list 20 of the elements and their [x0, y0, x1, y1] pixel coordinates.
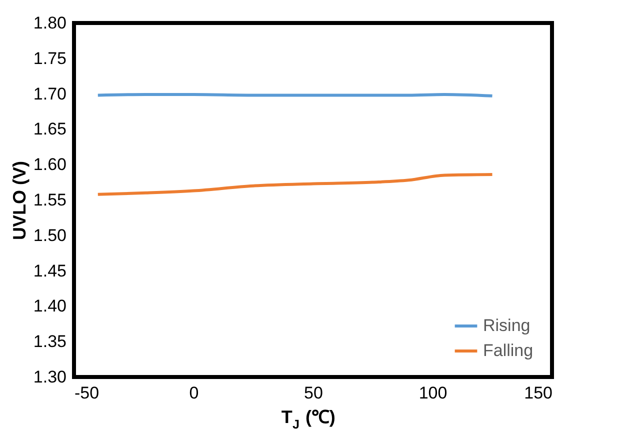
y-tick-label: 1.60 — [33, 155, 66, 174]
y-tick-label: 1.65 — [33, 120, 66, 139]
x-tick-label: 50 — [304, 384, 323, 402]
y-tick-label: 1.55 — [33, 190, 66, 210]
y-tick-label: 1.30 — [33, 368, 66, 386]
y-tick-label: 1.35 — [33, 332, 66, 352]
line-series — [96, 173, 494, 196]
y-tick-label: 1.50 — [33, 226, 66, 245]
y-tick-label: 1.75 — [33, 48, 66, 68]
y-axis-title: UVLO (V) — [9, 161, 30, 240]
x-tick-label: 0 — [189, 384, 199, 402]
x-tick-label: 150 — [524, 384, 552, 402]
y-tick-label: 1.70 — [33, 84, 66, 104]
y-tick-label: 1.80 — [33, 14, 66, 32]
y-tick-label: 1.40 — [33, 296, 66, 316]
legend-label: Falling — [483, 341, 534, 360]
y-tick-label: 1.45 — [33, 261, 66, 280]
legend-label: Rising — [483, 316, 530, 335]
x-tick-label: -50 — [74, 384, 100, 402]
x-tick-label: 100 — [418, 384, 448, 402]
